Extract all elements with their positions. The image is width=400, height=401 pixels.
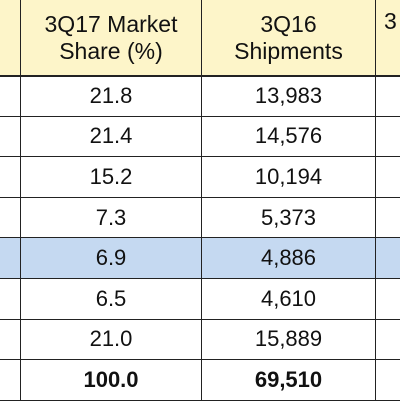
row-6-next-partial — [376, 320, 400, 360]
grid-hline-5 — [0, 278, 400, 279]
row-7-shipments: 69,510 — [254, 366, 323, 392]
row-0-label-partial — [0, 76, 20, 116]
row-5-label-partial — [0, 279, 20, 319]
row-0-share: 21.8 — [89, 82, 133, 108]
row-7-label-partial — [0, 360, 20, 400]
row-7-share: 100.0 — [83, 366, 139, 392]
row-1-next-partial — [376, 117, 400, 157]
header-shipments-line2: Shipments — [234, 37, 343, 64]
row-3-shipments: 5,373 — [260, 204, 317, 230]
row-3-share: 7.3 — [95, 204, 127, 230]
grid-hline-6 — [0, 318, 400, 320]
grid-vline-1 — [201, 0, 202, 400]
row-2-next-partial — [376, 157, 400, 197]
row-2-label-partial — [0, 157, 20, 197]
row-5-share: 6.5 — [95, 285, 127, 311]
row-3-label-partial — [0, 198, 20, 238]
row-1-share: 21.4 — [89, 123, 133, 149]
row-4-next-partial — [376, 238, 400, 278]
grid-vline-2 — [375, 0, 376, 400]
header-share-line2: Share (%) — [59, 37, 163, 64]
header-share-line1: 3Q17 Market — [44, 10, 178, 37]
row-6-label-partial — [0, 320, 20, 360]
row-0-shipments: 13,983 — [254, 82, 323, 108]
header-left-partial — [0, 0, 20, 75]
row-2-share: 15.2 — [89, 163, 133, 189]
row-4-share: 6.9 — [21, 238, 201, 278]
row-5-shipments: 4,610 — [260, 285, 317, 311]
row-7-next-partial — [376, 360, 400, 400]
header-third-line1: 3 — [384, 8, 397, 34]
row-3-next-partial — [376, 198, 400, 238]
header-third: 3 — [376, 0, 400, 75]
row-5-next-partial — [376, 279, 400, 319]
row-1-label-partial — [0, 117, 20, 157]
row-2-shipments: 10,194 — [254, 163, 323, 189]
grid-hline-2 — [0, 156, 400, 158]
grid-hline-4 — [0, 237, 400, 239]
header-shipments: 3Q16 Shipments — [202, 0, 375, 75]
grid-hline-3 — [0, 196, 400, 198]
grid-hline-0 — [0, 75, 400, 77]
header-shipments-line1: 3Q16 — [260, 10, 317, 37]
header-share: 3Q17 Market Share (%) — [21, 0, 201, 75]
row-4-shipments: 4,886 — [202, 238, 375, 278]
grid-hline-1 — [0, 115, 400, 117]
row-6-shipments: 15,889 — [254, 326, 323, 352]
row-1-shipments: 14,576 — [254, 123, 323, 149]
grid-hline-7 — [0, 359, 400, 361]
row-6-share: 21.0 — [89, 326, 133, 352]
row-4-label-partial — [0, 238, 20, 278]
grid-vline-0 — [20, 0, 21, 400]
row-0-next-partial — [376, 76, 400, 116]
